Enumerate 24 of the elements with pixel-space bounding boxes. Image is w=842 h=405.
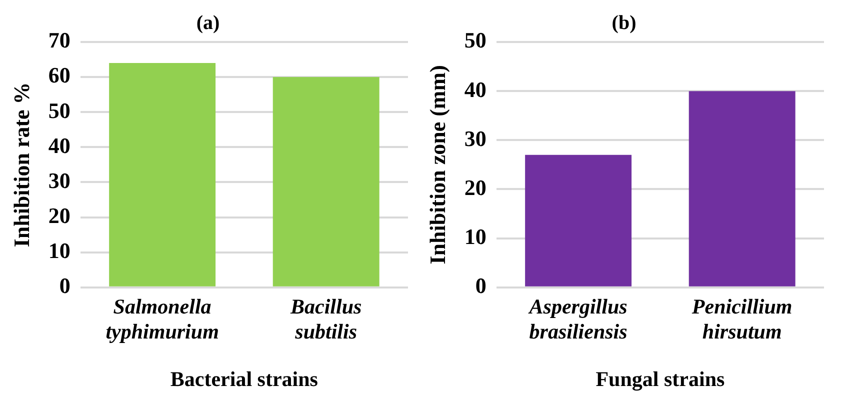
y-tick-label: 30 [48, 168, 70, 193]
y-axis-title: Inhibition zone (mm) [424, 65, 450, 264]
y-axis-title: Inhibition rate % [8, 82, 34, 248]
x-tick-label: Salmonella typhimurium [106, 294, 219, 344]
x-axis-title: Fungal strains [596, 366, 725, 391]
x-axis-title: Bacterial strains [170, 366, 318, 391]
chart-title: (b) [612, 12, 636, 34]
y-tick-label: 10 [464, 224, 486, 250]
y-tick-label: 40 [48, 132, 70, 158]
y-tick-label: 50 [48, 98, 70, 123]
y-tick-label: 0 [59, 273, 70, 298]
y-tick-label: 20 [48, 202, 70, 228]
y-tick-label: 10 [48, 238, 70, 264]
y-tick-label: 50 [464, 28, 486, 53]
y-tick-label: 60 [48, 62, 70, 88]
y-tick-label: 30 [464, 126, 486, 151]
chart-title: (a) [196, 12, 220, 34]
y-tick-label: 0 [475, 273, 486, 298]
y-tick-label: 20 [464, 174, 486, 200]
y-tick-label: 70 [48, 28, 70, 53]
x-tick-label: Bacillus subtilis [290, 294, 362, 344]
x-tick-label: Penicillium hirsutum [690, 294, 792, 344]
x-tick-label: Aspergillus brasiliensis [527, 294, 628, 344]
y-tick-label: 40 [464, 76, 486, 102]
